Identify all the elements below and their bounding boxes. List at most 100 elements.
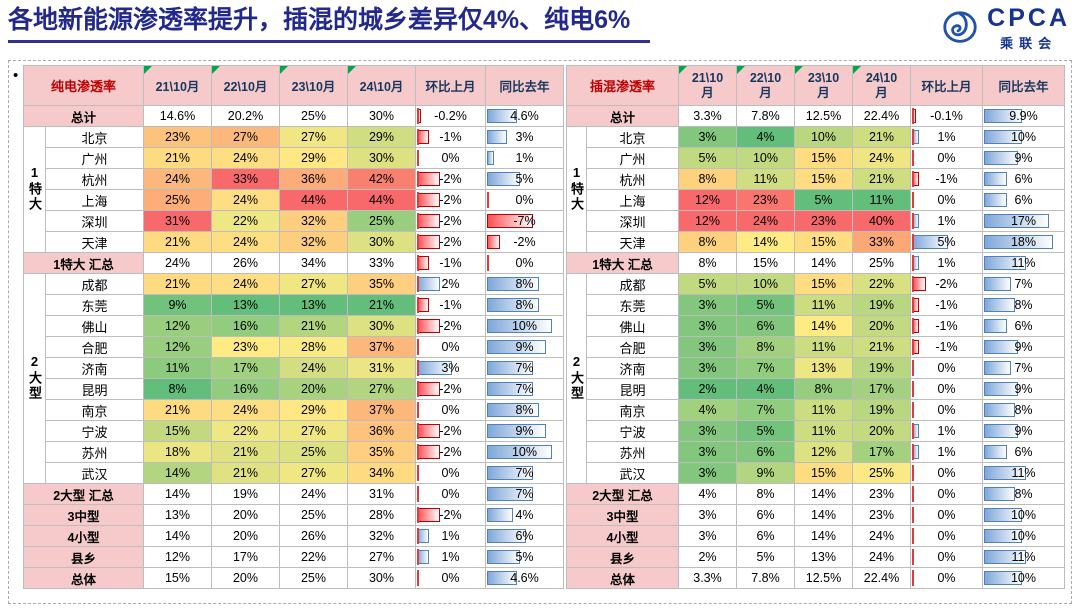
data-bar: [487, 487, 533, 501]
heat-cell: 2%: [678, 378, 737, 400]
bar-value: 0%: [441, 403, 460, 417]
bar-axis: [912, 402, 914, 418]
yoy-bar-cell: 7%: [982, 273, 1065, 295]
yoy-bar-cell: 5%: [485, 168, 564, 190]
summary-row: 4小型 3% 6% 14% 24% 0% 10%: [566, 525, 1065, 547]
heat-cell: 16%: [211, 315, 280, 337]
city-row: 1特大 北京 3% 4% 10% 21% 1% 10%: [566, 126, 1065, 253]
bar-value: 4.6%: [510, 109, 539, 123]
yoy-bar-cell: 4.6%: [485, 105, 564, 127]
column-header-label: 23\10月: [807, 70, 840, 100]
heat-cell: 17%: [852, 378, 911, 400]
data-bar: [984, 403, 1015, 417]
city-label: 深圳: [45, 210, 144, 232]
bar-value: 8%: [1014, 403, 1033, 417]
data-bar: [417, 172, 440, 186]
bar-value: 18%: [1010, 235, 1037, 249]
bar-value: 1%: [441, 529, 460, 543]
bar-value: 5%: [515, 550, 534, 564]
bar-value: -1%: [935, 172, 958, 186]
city-label: 成都: [586, 273, 679, 295]
mom-bar-cell: 0%: [910, 147, 983, 169]
value-cell: 12%: [143, 546, 212, 568]
row-label: 4小型: [566, 525, 679, 547]
data-bar: [984, 214, 1050, 228]
bar-value: 5%: [937, 235, 956, 249]
yoy-bar-cell: 6%: [982, 441, 1065, 463]
heat-cell: 21%: [279, 315, 348, 337]
heat-cell: 21%: [143, 399, 212, 421]
city-label: 天津: [586, 231, 679, 253]
data-bar: [487, 550, 520, 564]
city-label: 深圳: [586, 210, 679, 232]
heat-cell: 13%: [794, 357, 853, 379]
group-label: 2大型: [23, 273, 46, 484]
bar-axis: [912, 108, 914, 124]
city-label: 上海: [45, 189, 144, 211]
yoy-bar-cell: 11%: [982, 546, 1065, 568]
value-cell: 22.4%: [852, 105, 911, 127]
heat-cell: 24%: [852, 147, 911, 169]
heat-cell: 12%: [678, 210, 737, 232]
yoy-bar-cell: 4.6%: [485, 567, 564, 589]
value-cell: 14.6%: [143, 105, 212, 127]
yoy-bar-cell: 7%: [485, 483, 564, 505]
value-cell: 34%: [279, 252, 348, 274]
bar-value: 6%: [1014, 445, 1033, 459]
city-label: 昆明: [45, 378, 144, 400]
bar-axis: [912, 255, 914, 271]
heat-cell: 33%: [211, 168, 280, 190]
bar-value: 10%: [1010, 529, 1037, 543]
heat-cell: 23%: [794, 210, 853, 232]
bar-value: 11%: [1011, 550, 1036, 564]
heat-cell: 17%: [852, 441, 911, 463]
bar-value: -2%: [439, 445, 462, 459]
bar-axis: [912, 297, 914, 313]
value-cell: 14%: [794, 252, 853, 274]
bar-axis: [912, 570, 914, 586]
data-bar: [417, 214, 440, 228]
bar-value: 0%: [937, 508, 956, 522]
heat-cell: 37%: [347, 336, 416, 358]
city-row: 佛山 3% 6% 14% 20% -1% 6%: [567, 315, 1065, 337]
heat-cell: 27%: [279, 126, 348, 148]
bar-value: 9%: [1014, 340, 1033, 354]
mom-bar-cell: 1%: [415, 525, 486, 547]
summary-row: 总体 15% 20% 25% 30% 0% 4.6%: [23, 567, 564, 589]
row-label: 县乡: [566, 546, 679, 568]
yoy-bar-cell: 10%: [982, 126, 1065, 148]
mom-bar-cell: 5%: [910, 231, 983, 253]
summary-row: 总计 14.6% 20.2% 25% 30% -0.2% 4.6%: [23, 105, 564, 127]
yoy-bar-cell: 6%: [485, 525, 564, 547]
heat-cell: 3%: [678, 420, 737, 442]
yoy-bar-cell: 7%: [485, 378, 564, 400]
column-header-label: 环比上月: [921, 80, 972, 94]
heat-cell: 17%: [211, 357, 280, 379]
bar-axis: [912, 486, 914, 502]
bar-value: -2%: [513, 235, 536, 249]
bar-value: 9.9%: [1009, 109, 1038, 123]
bar-axis: [417, 129, 419, 145]
bar-value: 7%: [515, 487, 534, 501]
heat-cell: 30%: [347, 315, 416, 337]
city-label: 东莞: [586, 294, 679, 316]
bar-axis: [417, 255, 419, 271]
value-cell: 14%: [143, 525, 212, 547]
heat-cell: 15%: [143, 420, 212, 442]
city-row: 合肥 12% 23% 28% 37% 0% 9%: [24, 336, 564, 358]
data-bar: [487, 445, 553, 459]
yoy-bar-cell: 8%: [982, 399, 1065, 421]
cpca-swirl-icon: [943, 11, 977, 43]
bar-value: 8%: [515, 277, 534, 291]
bar-value: 6%: [1014, 319, 1033, 333]
data-bar: [487, 151, 494, 165]
column-header-label: 环比上月: [425, 80, 476, 94]
city-row: 天津 21% 24% 32% 30% -2% -2%: [24, 231, 564, 253]
heat-cell: 25%: [279, 441, 348, 463]
mom-bar-cell: -2%: [910, 273, 983, 295]
heat-cell: 23%: [143, 126, 212, 148]
data-bar: [984, 235, 1053, 249]
data-bar: [984, 487, 1015, 501]
city-row: 1特大 北京 23% 27% 27% 29% -1% 3%: [23, 126, 564, 253]
data-bar: [984, 529, 1023, 543]
